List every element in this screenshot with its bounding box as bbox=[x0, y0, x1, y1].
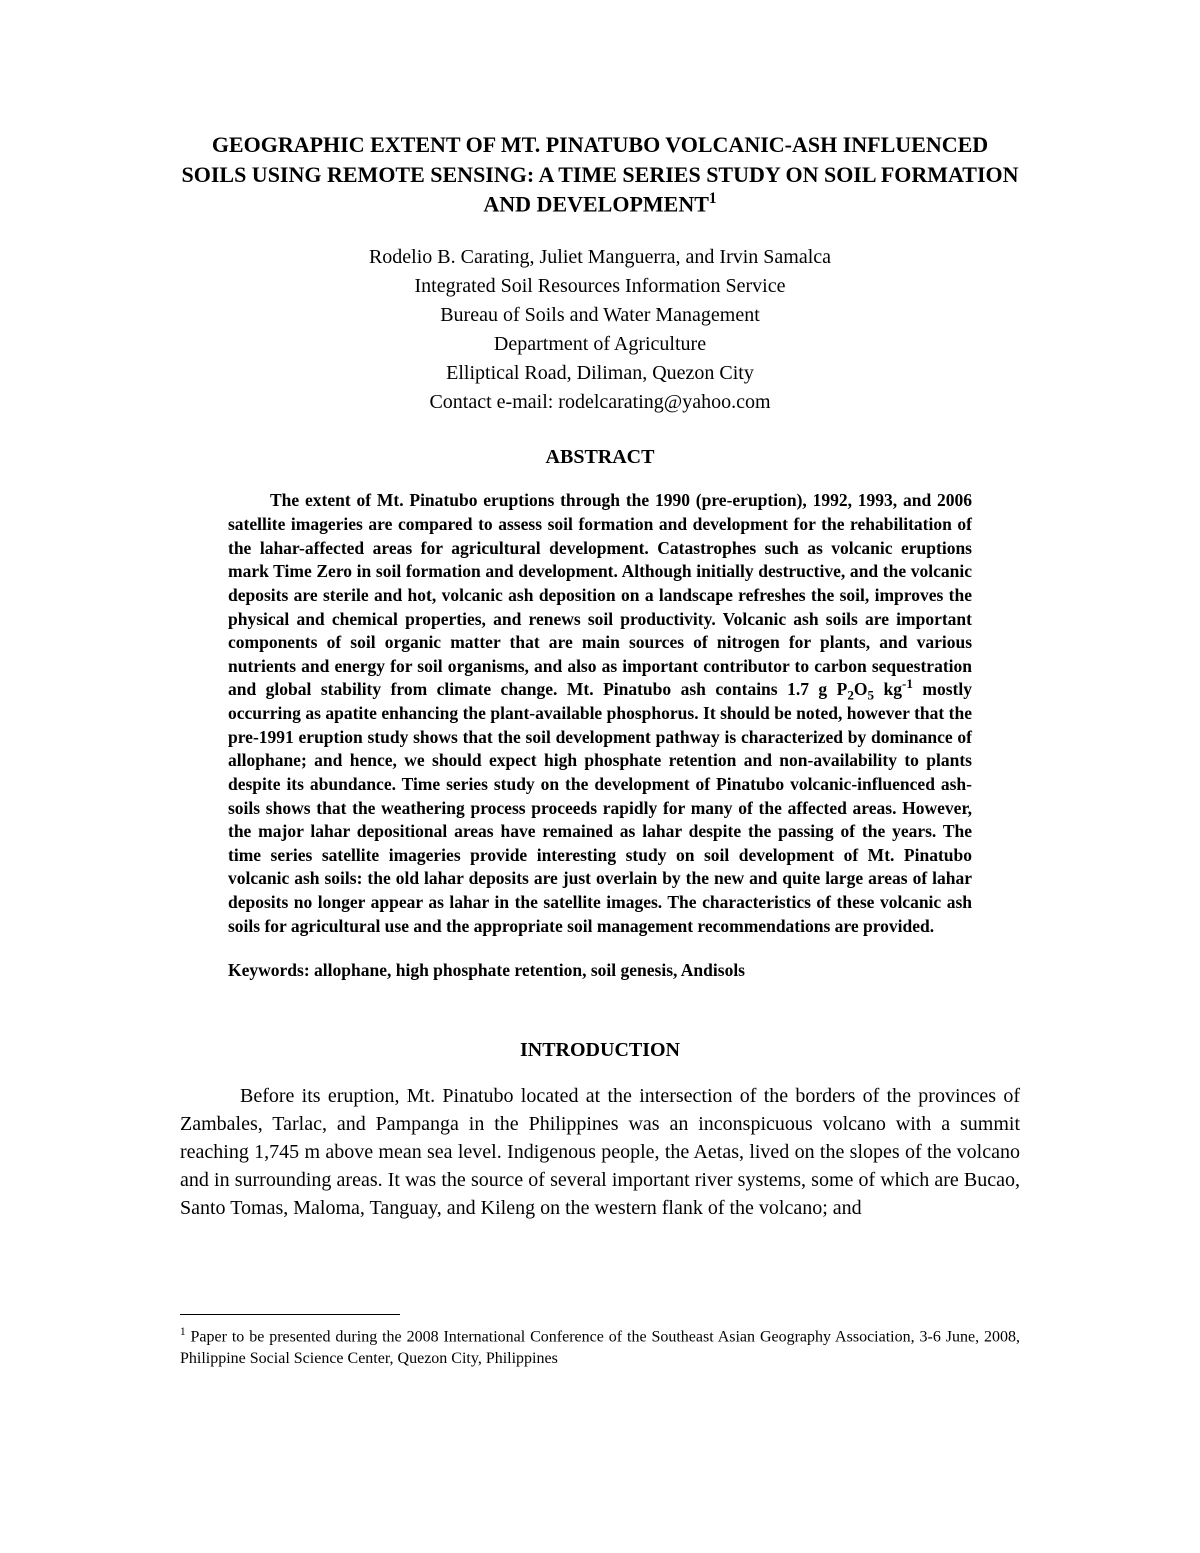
keywords: Keywords: allophane, high phosphate rete… bbox=[180, 960, 1020, 981]
footnote-separator bbox=[180, 1314, 400, 1315]
abstract-heading: ABSTRACT bbox=[180, 446, 1020, 469]
paper-title: GEOGRAPHIC EXTENT OF MT. PINATUBO VOLCAN… bbox=[180, 130, 1020, 219]
introduction-text: Before its eruption, Mt. Pinatubo locate… bbox=[180, 1082, 1020, 1222]
affiliation-line: Integrated Soil Resources Information Se… bbox=[180, 272, 1020, 300]
affiliation-line: Elliptical Road, Diliman, Quezon City bbox=[180, 359, 1020, 387]
authors: Rodelio B. Carating, Juliet Manguerra, a… bbox=[180, 243, 1020, 271]
abstract-text: The extent of Mt. Pinatubo eruptions thr… bbox=[180, 489, 1020, 938]
affiliation-line: Department of Agriculture bbox=[180, 330, 1020, 358]
contact-email: Contact e-mail: rodelcarating@yahoo.com bbox=[180, 388, 1020, 416]
footnote: 1 Paper to be presented during the 2008 … bbox=[180, 1325, 1020, 1370]
affiliation-line: Bureau of Soils and Water Management bbox=[180, 301, 1020, 329]
authors-affiliation: Rodelio B. Carating, Juliet Manguerra, a… bbox=[180, 243, 1020, 416]
introduction-heading: INTRODUCTION bbox=[180, 1039, 1020, 1062]
